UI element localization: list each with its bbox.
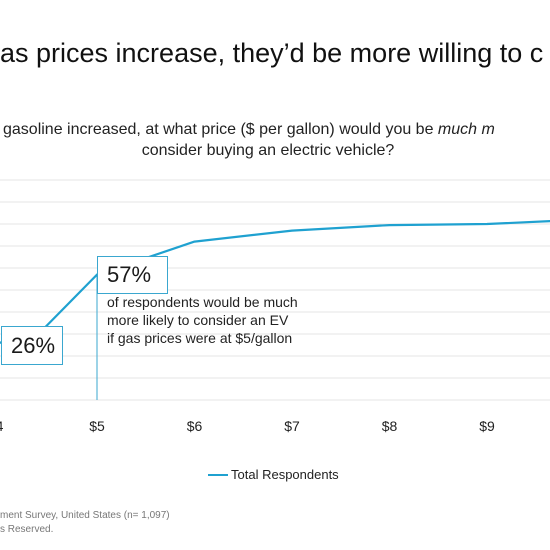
callout-text-line: if gas prices were at $5/gallon (107, 330, 293, 346)
legend: Total Respondents (208, 467, 339, 482)
callout-text-line: more likely to consider an EV (107, 312, 289, 328)
question-line-1-text: gasoline increased, at what price ($ per… (3, 121, 438, 138)
question-emphasis: much m (437, 121, 495, 138)
legend-swatch (208, 473, 228, 476)
x-tick-label: $5 (89, 418, 105, 434)
callout-text-line: of respondents would be much (107, 294, 298, 310)
x-tick-label: $9 (479, 418, 495, 434)
x-tick-label: $8 (382, 418, 398, 434)
question-line-1: gasoline increased, at what price ($ per… (3, 121, 550, 139)
x-tick-label: $6 (187, 418, 203, 434)
x-tick-label: $7 (284, 418, 300, 434)
x-tick-label: 4 (0, 418, 4, 434)
callout-26-percent: 26% (1, 326, 63, 365)
copyright-note: s Reserved. (0, 524, 54, 535)
legend-label: Total Respondents (231, 467, 339, 482)
callout-57-description: of respondents would be much more likely… (107, 293, 298, 347)
question-line-2: consider buying an electric vehicle? (141, 142, 395, 159)
chart-headline: as prices increase, they’d be more willi… (0, 38, 544, 68)
source-note: ment Survey, United States (n= 1,097) (0, 510, 170, 521)
callout-57-percent: 57% (97, 256, 168, 294)
